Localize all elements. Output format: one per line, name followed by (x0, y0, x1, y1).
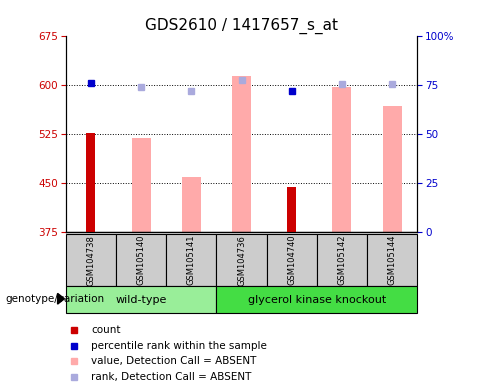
Text: wild-type: wild-type (116, 295, 167, 305)
Bar (317, 234, 367, 286)
Bar (266, 234, 317, 286)
Bar (367, 234, 417, 286)
Text: genotype/variation: genotype/variation (5, 294, 104, 304)
Text: GSM104740: GSM104740 (287, 235, 296, 285)
Bar (232, 76, 251, 232)
Bar (116, 234, 166, 286)
Title: GDS2610 / 1417657_s_at: GDS2610 / 1417657_s_at (145, 18, 338, 34)
Text: count: count (91, 325, 121, 335)
Bar (166, 234, 217, 286)
Bar (132, 138, 151, 232)
Bar (217, 234, 266, 286)
Polygon shape (58, 293, 64, 304)
Bar (86, 133, 96, 232)
Text: percentile rank within the sample: percentile rank within the sample (91, 341, 267, 351)
Bar (287, 187, 296, 232)
Text: GSM105142: GSM105142 (337, 235, 346, 285)
Bar (66, 286, 217, 313)
Text: GSM104736: GSM104736 (237, 235, 246, 286)
Text: value, Detection Call = ABSENT: value, Detection Call = ABSENT (91, 356, 257, 366)
Bar (182, 177, 201, 232)
Text: rank, Detection Call = ABSENT: rank, Detection Call = ABSENT (91, 372, 252, 382)
Bar (383, 106, 402, 232)
Bar (66, 234, 116, 286)
Bar (217, 286, 417, 313)
Text: GSM104738: GSM104738 (86, 235, 96, 286)
Bar (332, 88, 351, 232)
Text: glycerol kinase knockout: glycerol kinase knockout (248, 295, 386, 305)
Text: GSM105141: GSM105141 (187, 235, 196, 285)
Text: GSM105144: GSM105144 (387, 235, 397, 285)
Text: GSM105140: GSM105140 (137, 235, 146, 285)
